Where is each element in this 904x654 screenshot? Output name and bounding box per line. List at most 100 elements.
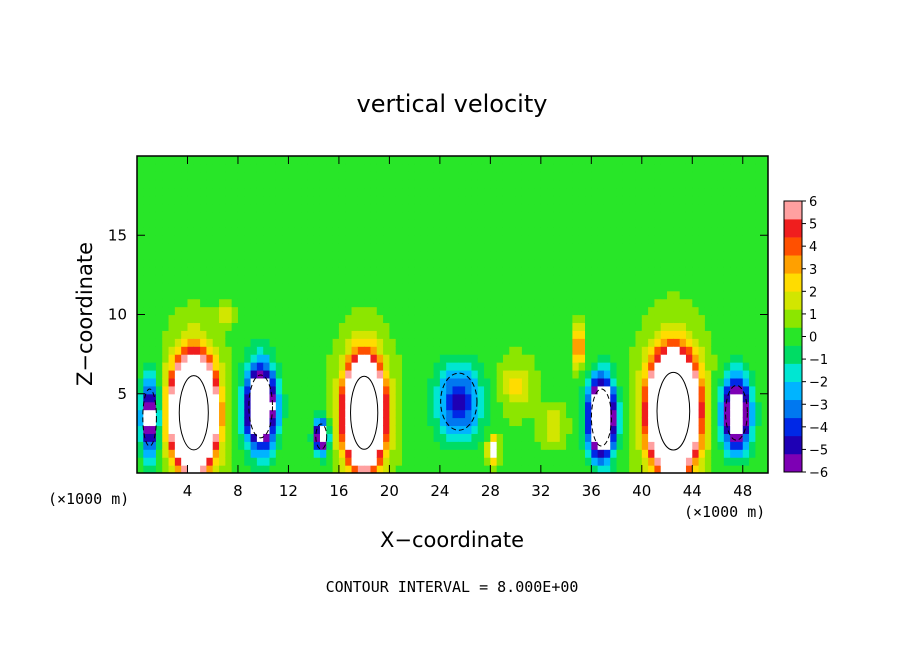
heat-cell: [301, 385, 308, 395]
heat-cell: [263, 259, 271, 268]
heat-cell: [465, 156, 473, 165]
heat-cell: [402, 377, 409, 387]
heat-cell: [704, 163, 712, 173]
heat-cell: [237, 171, 245, 181]
heat-cell: [509, 362, 517, 371]
heat-cell: [219, 235, 226, 244]
heat-cell: [717, 211, 725, 220]
contour-line: [725, 384, 748, 441]
heat-cell: [420, 401, 428, 411]
heat-cell: [313, 346, 321, 355]
x-tick-label: 32: [531, 482, 550, 500]
heat-cell: [414, 259, 422, 268]
heat-cell: [370, 369, 378, 379]
heat-cell: [622, 243, 630, 252]
heat-cell: [174, 449, 182, 458]
heat-cell: [420, 457, 428, 466]
heat-cell: [559, 243, 567, 252]
heat-cell: [685, 346, 693, 355]
heat-cell: [212, 203, 220, 213]
heat-cell: [502, 409, 510, 419]
heat-cell: [648, 171, 656, 181]
heat-cell: [326, 441, 334, 450]
heat-cell: [679, 314, 687, 324]
heat-cell: [477, 235, 485, 244]
heat-cell: [143, 369, 151, 379]
heat-cell: [490, 314, 498, 324]
heat-cell: [231, 385, 239, 395]
heat-cell: [654, 211, 662, 220]
heat-cell: [149, 163, 157, 173]
heat-cell: [736, 187, 744, 197]
heat-cell: [742, 441, 750, 450]
heat-cell: [256, 362, 264, 371]
x-axis: 4 8 12 16 20 24 28 32 36 40 44 48: [183, 156, 752, 500]
heat-cell: [383, 187, 390, 197]
heat-cell: [534, 393, 542, 403]
heat-cell: [162, 259, 170, 268]
heat-cell: [288, 219, 296, 228]
heat-cell: [219, 322, 226, 331]
heat-cell: [559, 369, 567, 379]
heat-cell: [263, 322, 271, 331]
heat-cell: [585, 449, 592, 458]
heat-cell: [654, 187, 662, 197]
heat-cell: [755, 187, 763, 197]
heat-cell: [648, 401, 656, 411]
heat-cell: [566, 235, 573, 244]
heat-cell: [389, 449, 397, 458]
heat-cell: [635, 354, 643, 363]
heat-cell: [534, 377, 542, 387]
heat-cell: [288, 195, 296, 205]
heat-cell: [383, 195, 390, 205]
heat-cell: [351, 393, 359, 403]
heat-cell: [502, 211, 510, 220]
heat-cell: [484, 393, 491, 403]
heat-cell: [187, 298, 195, 308]
heat-cell: [553, 282, 561, 292]
heat-cell: [578, 203, 586, 213]
heat-cell: [414, 187, 422, 197]
heat-cell: [162, 251, 170, 260]
heat-cell: [231, 156, 239, 165]
heat-cell: [553, 385, 561, 395]
heat-cell: [749, 385, 756, 395]
heat-cell: [648, 449, 656, 458]
heat-cell: [616, 298, 624, 308]
heat-cell: [389, 227, 397, 236]
heat-cell: [585, 203, 592, 213]
heat-cell: [137, 211, 144, 220]
heat-cell: [162, 338, 170, 347]
heat-cell: [452, 346, 460, 355]
heat-cell: [502, 346, 510, 355]
heat-cell: [616, 354, 624, 363]
heat-cell: [193, 306, 201, 316]
heat-cell: [654, 251, 662, 260]
heat-cell: [212, 433, 220, 442]
heat-cell: [351, 441, 359, 450]
x-axis-label: X−coordinate: [380, 528, 524, 552]
heat-cell: [610, 282, 618, 292]
heat-cell: [275, 465, 283, 473]
heat-cell: [370, 274, 378, 284]
heat-cell: [610, 243, 618, 252]
heat-cell: [704, 393, 712, 403]
heat-cell: [711, 306, 719, 316]
heat-cell: [275, 156, 283, 165]
heat-cell: [338, 425, 346, 434]
heat-cell: [629, 369, 637, 379]
heat-cell: [364, 211, 372, 220]
heat-cell: [408, 290, 416, 300]
heat-cell: [509, 187, 517, 197]
heat-cell: [597, 156, 605, 165]
heat-cell: [193, 266, 201, 276]
heat-cell: [654, 362, 662, 371]
heat-cell: [717, 227, 725, 236]
heat-cell: [742, 259, 750, 268]
heat-cell: [269, 259, 277, 268]
heat-cell: [275, 369, 283, 379]
heat-cell: [370, 156, 378, 165]
heat-cell: [622, 227, 630, 236]
heat-cell: [610, 338, 618, 347]
heat-cell: [521, 227, 529, 236]
